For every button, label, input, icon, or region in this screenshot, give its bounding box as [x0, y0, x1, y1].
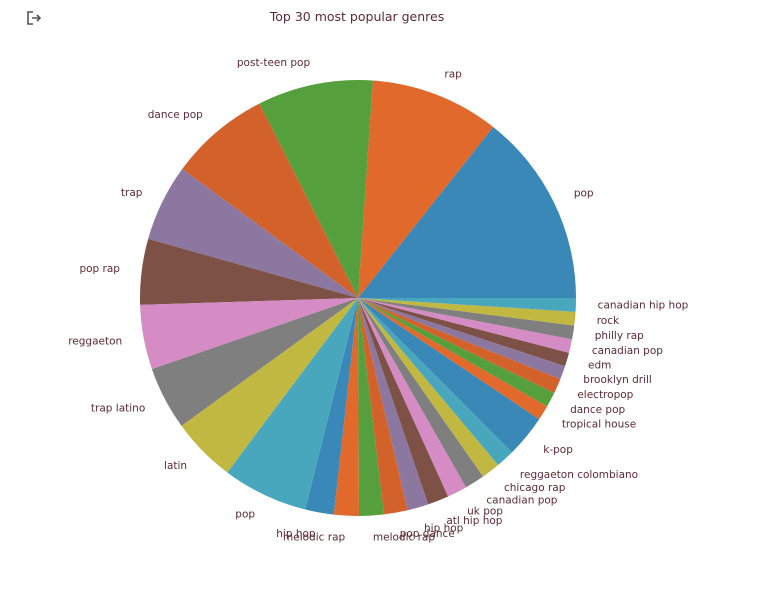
slice-label: philly rap	[595, 330, 644, 342]
pie-slice	[259, 79, 373, 298]
pie-slice	[358, 298, 576, 326]
slice-label: chicago rap	[504, 482, 566, 494]
pie-slice	[358, 298, 429, 511]
slice-label: canadian pop	[486, 495, 557, 507]
slice-label: brooklyn drill	[583, 374, 652, 386]
pie-slice	[358, 80, 494, 298]
pie-slice	[358, 298, 555, 407]
pie-slice	[140, 298, 358, 370]
slice-label: dance pop	[570, 404, 625, 416]
slice-label: trap	[121, 187, 143, 199]
pie-slice	[358, 298, 576, 312]
slice-label: post-teen pop	[237, 57, 311, 69]
slice-label: electropop	[577, 389, 633, 401]
pie-slice	[181, 298, 358, 473]
pie-slice	[227, 298, 358, 510]
pie-slice	[358, 298, 513, 466]
slice-label: melodic rap	[373, 531, 435, 543]
pie-slice	[358, 298, 484, 488]
slice-label: atl hip hop	[446, 515, 502, 527]
pie-slice	[151, 298, 358, 426]
pie-slice	[358, 127, 576, 298]
pie-slice	[358, 298, 499, 477]
pie-slice	[139, 238, 358, 305]
pie-slice	[358, 298, 573, 353]
slice-label: pop	[574, 188, 594, 200]
pie-slice	[182, 103, 358, 298]
pie-slice	[358, 298, 385, 516]
slice-label: trap latino	[91, 403, 145, 415]
slice-label: rap	[444, 68, 462, 80]
slice-label: reggaeton colombiano	[520, 469, 638, 481]
export-icon[interactable]	[24, 8, 44, 28]
slice-label: melodic rap	[283, 531, 345, 543]
slice-label: pop	[235, 509, 255, 521]
pie-slice	[305, 298, 358, 515]
pie-slice	[358, 298, 575, 340]
slice-label: tropical house	[562, 418, 636, 430]
slice-label: canadian pop	[592, 345, 663, 357]
slice-label: k-pop	[543, 444, 573, 456]
slice-label: latin	[164, 460, 187, 472]
pie-slice	[358, 298, 540, 453]
chart-title: Top 30 most popular genres	[269, 9, 445, 24]
pie-slice	[358, 298, 569, 367]
pie-slice	[333, 298, 359, 516]
pie-slice	[358, 298, 408, 515]
slice-label: edm	[588, 360, 611, 372]
pie-slice	[358, 298, 449, 505]
slice-label: hip hop	[276, 528, 316, 540]
slice-label: hip hop	[424, 523, 464, 535]
slice-label: rock	[597, 315, 620, 327]
slice-label: pop dance	[400, 528, 455, 540]
pie-slice	[358, 298, 467, 497]
slice-label: dance pop	[148, 109, 203, 121]
pie-slice	[358, 298, 561, 393]
slice-label: uk pop	[467, 506, 503, 518]
slice-label: pop rap	[79, 263, 120, 275]
pie-slice	[358, 298, 548, 420]
pie-slice	[358, 298, 566, 380]
slice-label: reggaeton	[68, 335, 122, 347]
pie-slice	[148, 169, 358, 298]
slice-label: canadian hip hop	[598, 300, 689, 312]
